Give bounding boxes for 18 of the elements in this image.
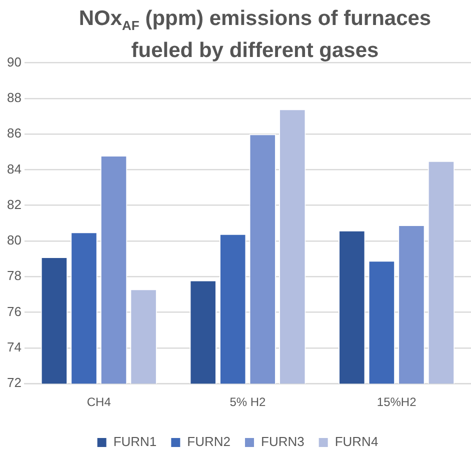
legend-label: FURN1 <box>113 434 157 450</box>
x-tick-label: 15%H2 <box>376 395 417 410</box>
legend-label: FURN3 <box>261 434 304 450</box>
y-tick-label: 76 <box>6 304 22 319</box>
legend-label: FURN4 <box>334 434 378 450</box>
y-tick-label: 86 <box>6 126 22 141</box>
chart-title: NOx$_{AF}$ (ppm) emissions of furnaces fueled by different gases <box>78 6 432 64</box>
y-tick-label: 82 <box>6 196 22 212</box>
x-tick-label: CH4 <box>86 395 112 410</box>
y-tick-label: 80 <box>6 232 22 248</box>
y-tick-label: 74 <box>6 340 22 355</box>
legend-label: FURN2 <box>187 434 231 450</box>
y-tick-label: 90 <box>6 54 22 70</box>
y-tick-label: 88 <box>6 90 22 106</box>
y-tick-label: 78 <box>6 268 22 284</box>
x-tick-label: 5% H2 <box>230 395 266 410</box>
y-tick-label: 84 <box>6 161 22 176</box>
y-tick-label: 72 <box>6 375 22 390</box>
